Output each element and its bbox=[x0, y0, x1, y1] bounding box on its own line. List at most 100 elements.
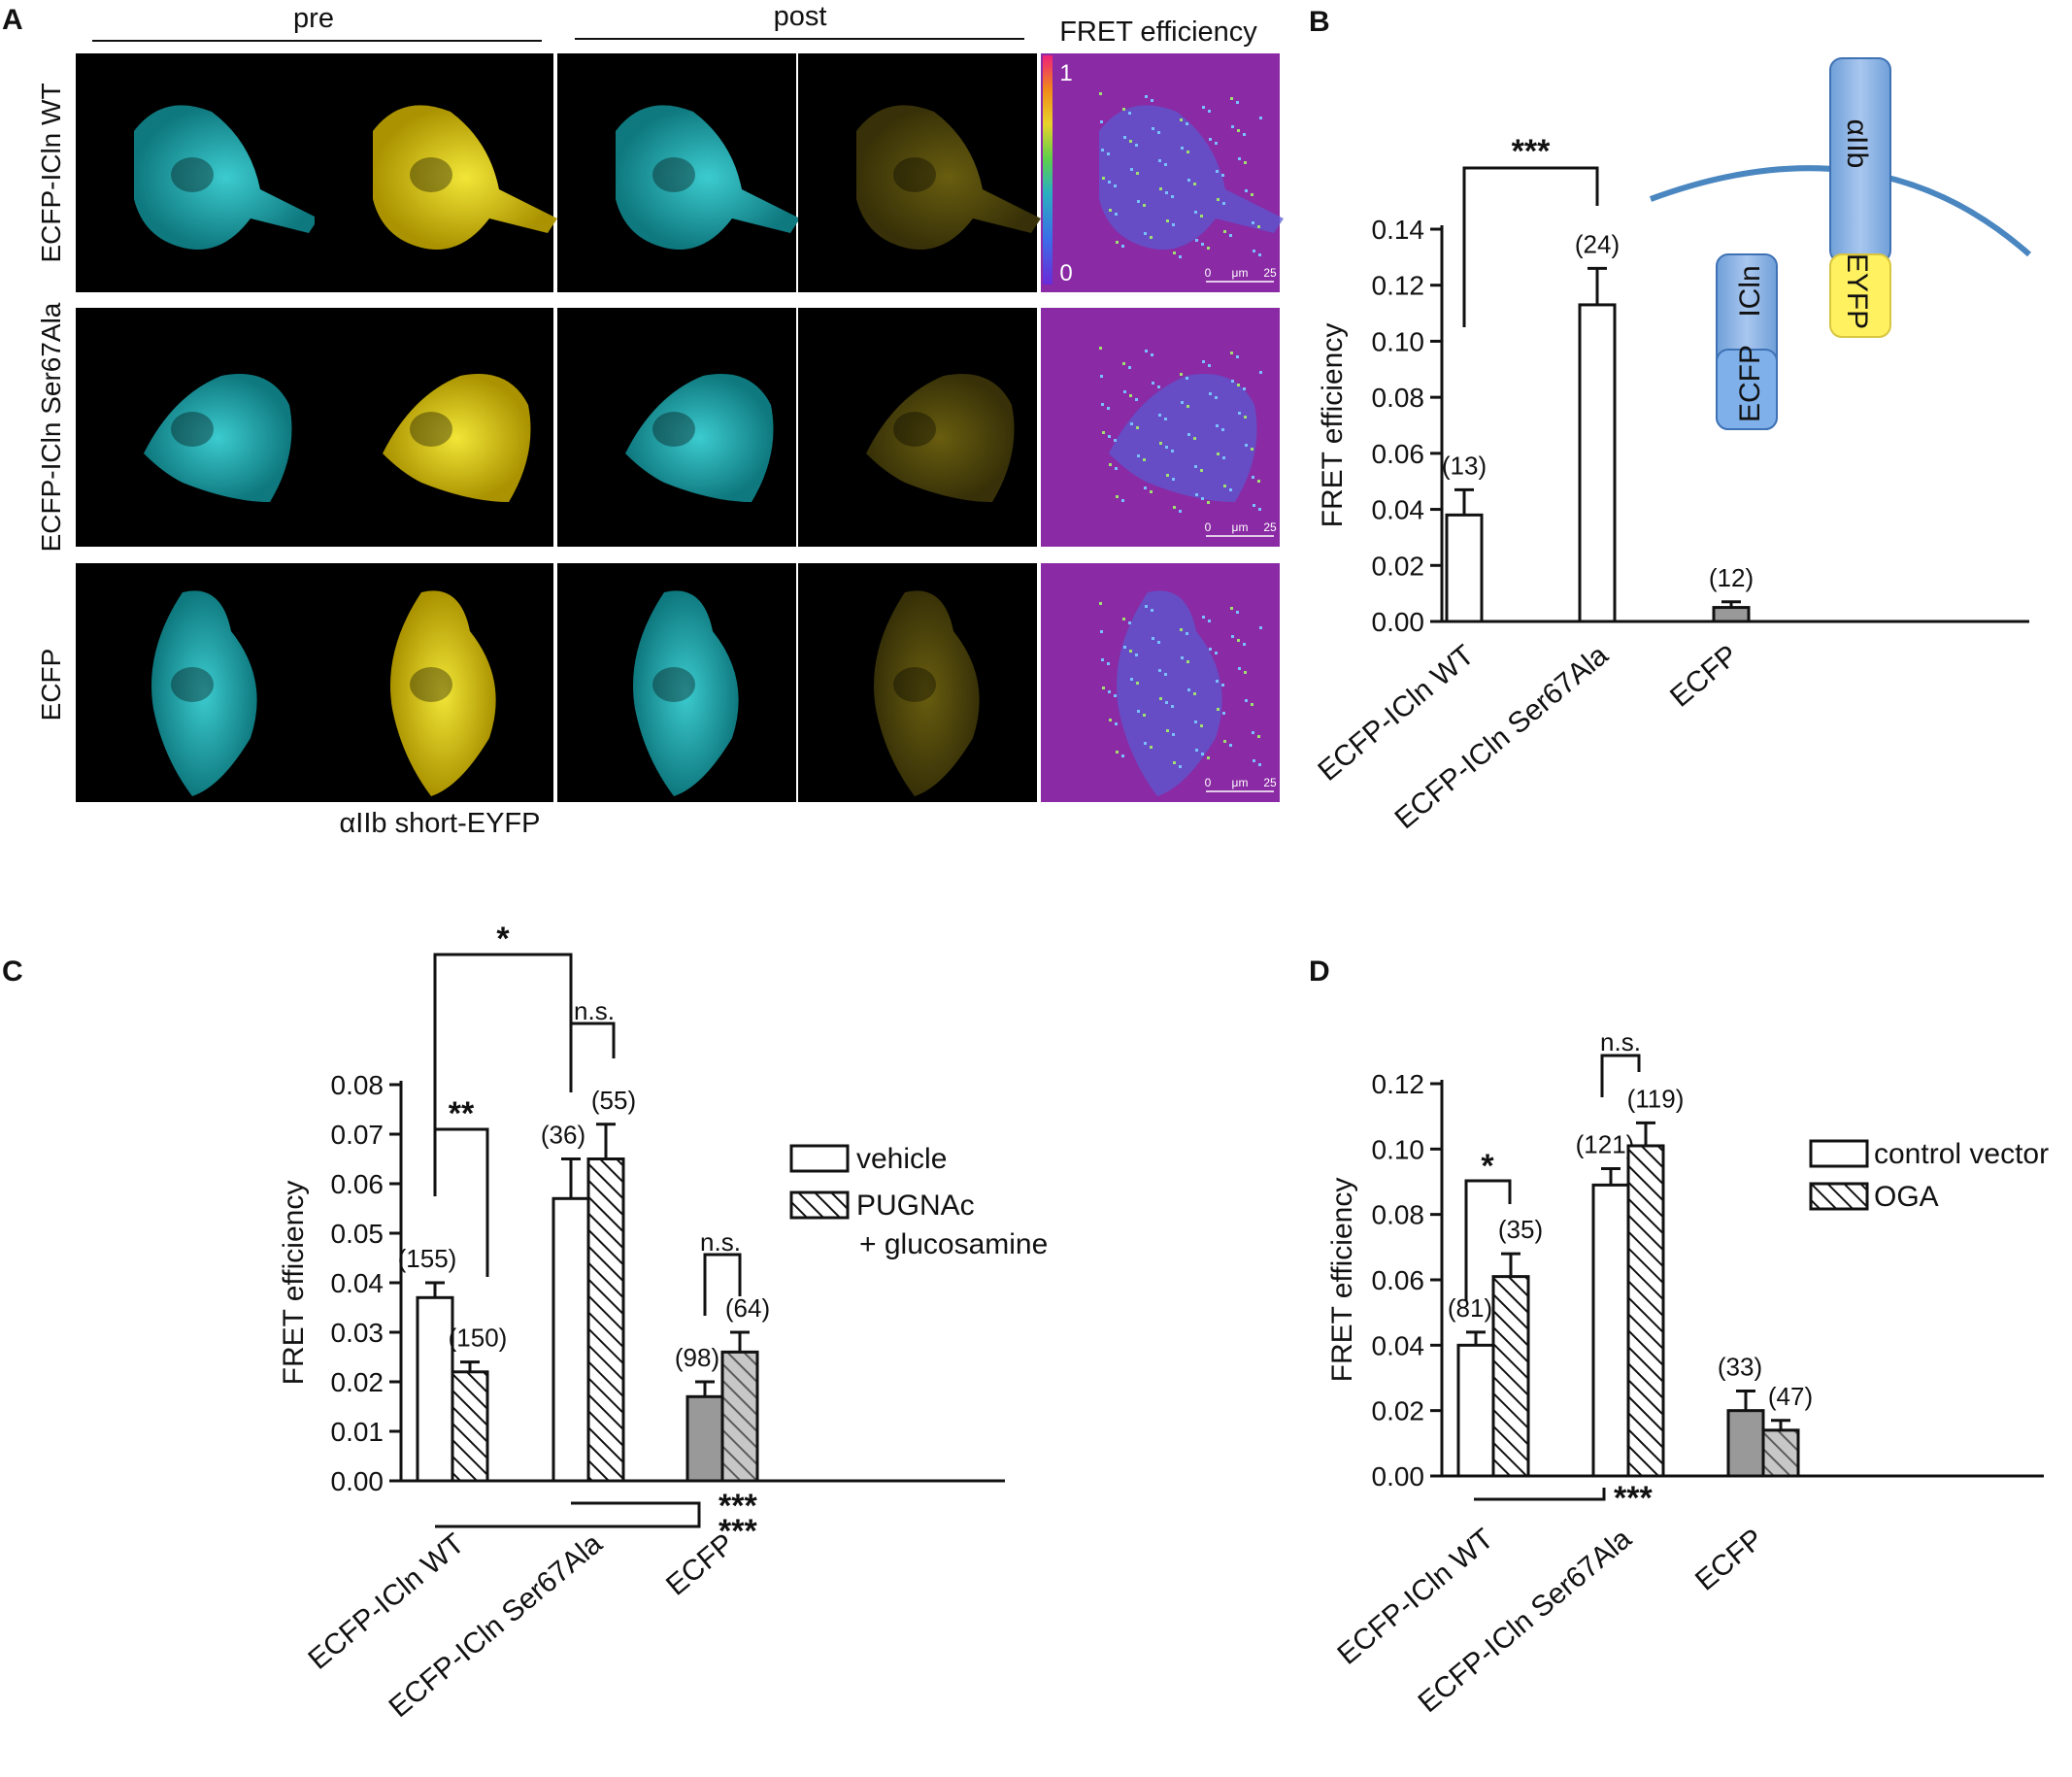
fret-speckle bbox=[1116, 241, 1119, 244]
fret-speckle bbox=[1253, 504, 1255, 507]
y-tick-label: 0.05 bbox=[331, 1219, 384, 1249]
n-label: (121) bbox=[1576, 1130, 1635, 1159]
fret-speckle bbox=[1159, 442, 1162, 445]
fret-speckle bbox=[1253, 250, 1255, 252]
bar-hatch-overlay bbox=[720, 1350, 759, 1483]
fret-speckle bbox=[1157, 386, 1160, 388]
fret-speckle bbox=[1179, 255, 1182, 258]
scale-bar-unit: μm bbox=[1232, 776, 1249, 789]
n-label: (12) bbox=[1709, 563, 1754, 592]
fret-speckle bbox=[1129, 394, 1132, 397]
fret-speckle bbox=[1107, 152, 1110, 155]
scale-bar-zero: 0 bbox=[1205, 776, 1212, 789]
fret-speckle bbox=[1109, 209, 1112, 212]
fret-speckle bbox=[1230, 97, 1233, 100]
fret-speckle bbox=[1151, 353, 1153, 356]
fret-speckle bbox=[1135, 398, 1138, 401]
panel-label-d: D bbox=[1309, 956, 1330, 988]
fret-speckle bbox=[1179, 510, 1182, 513]
y-axis-label: FRET efficiency bbox=[278, 1181, 310, 1386]
fret-speckle bbox=[1223, 740, 1226, 743]
bar-hatch-overlay bbox=[1761, 1428, 1800, 1478]
fret-speckle bbox=[1216, 680, 1219, 683]
fret-speckle bbox=[1257, 225, 1260, 228]
fret-speckle bbox=[1166, 474, 1169, 477]
fret-speckle bbox=[1236, 611, 1239, 614]
nucleus bbox=[893, 667, 936, 702]
fret-speckle bbox=[1223, 485, 1226, 487]
fret-speckle bbox=[1237, 639, 1240, 642]
n-label: (119) bbox=[1627, 1084, 1685, 1113]
y-axis-label: FRET efficiency bbox=[1326, 1178, 1358, 1383]
fret-speckle bbox=[1099, 347, 1102, 350]
micrograph-r2-c3 bbox=[557, 308, 796, 547]
fret-speckle bbox=[1186, 122, 1188, 125]
fret-speckle bbox=[1186, 405, 1189, 408]
y-axis-label: FRET efficiency bbox=[1317, 323, 1349, 528]
fret-speckle bbox=[1258, 763, 1261, 766]
fret-speckle bbox=[1137, 710, 1140, 713]
fret-speckle bbox=[1108, 181, 1111, 184]
significance-label: *** bbox=[1512, 133, 1551, 170]
fret-speckle bbox=[1200, 724, 1203, 727]
fret-speckle bbox=[1216, 170, 1219, 173]
cell-shape bbox=[1117, 590, 1222, 796]
fret-speckle bbox=[1229, 488, 1232, 491]
fret-speckle bbox=[1116, 495, 1119, 498]
fret-speckle bbox=[1135, 654, 1138, 656]
bar bbox=[586, 1157, 625, 1483]
row-label-ecfp: ECFP bbox=[36, 649, 66, 721]
y-tick-label: 0.12 bbox=[1372, 1069, 1425, 1099]
fret-speckle bbox=[1202, 616, 1205, 619]
fret-speckle bbox=[1221, 428, 1224, 431]
fret-speckle bbox=[1123, 390, 1126, 393]
sig-bottom-1: *** bbox=[719, 1488, 757, 1525]
micrograph-r2-c4 bbox=[798, 308, 1037, 547]
fret-speckle bbox=[1114, 184, 1117, 187]
fret-speckle bbox=[1173, 761, 1176, 764]
fret-speckle bbox=[1128, 366, 1131, 369]
fret-speckle bbox=[1252, 731, 1254, 734]
fret-speckle bbox=[1207, 501, 1210, 504]
fret-speckle bbox=[1102, 687, 1105, 689]
fret-speckle bbox=[1186, 660, 1189, 663]
fret-speckle bbox=[1181, 401, 1184, 404]
fret-speckle bbox=[1145, 605, 1148, 608]
fret-speckle bbox=[1101, 149, 1104, 151]
fret-speckle bbox=[1129, 650, 1132, 653]
fret-speckle bbox=[1150, 746, 1153, 749]
fret-speckle bbox=[1236, 355, 1239, 358]
fret-speckle bbox=[1222, 202, 1225, 205]
fret-speckle bbox=[1143, 204, 1146, 207]
cell-shape bbox=[1099, 105, 1284, 250]
fret-speckle bbox=[1179, 765, 1182, 768]
fret-speckle bbox=[1100, 375, 1103, 378]
cell-shape bbox=[866, 374, 1015, 502]
fret-speckle bbox=[1257, 735, 1260, 738]
nucleus bbox=[171, 412, 214, 447]
fret-speckle bbox=[1136, 682, 1139, 685]
category-label: ECFP bbox=[1689, 1523, 1770, 1597]
fret-speckle bbox=[1186, 377, 1188, 380]
y-tick-label: 0.04 bbox=[1372, 1330, 1425, 1360]
fret-speckle bbox=[1209, 392, 1212, 395]
fret-speckle bbox=[1144, 742, 1147, 745]
micrograph-r1-c5: 0 μm 25 1 0 bbox=[1041, 53, 1284, 292]
y-tick-label: 0.14 bbox=[1372, 215, 1425, 245]
fret-speckle bbox=[1152, 127, 1154, 130]
fret-speckle bbox=[1164, 163, 1167, 166]
fret-speckle bbox=[1145, 95, 1148, 98]
fret-speckle bbox=[1136, 426, 1139, 429]
micrograph-r2-c1 bbox=[76, 308, 315, 547]
n-label: (47) bbox=[1768, 1382, 1813, 1411]
fret-speckle bbox=[1130, 422, 1133, 425]
fret-speckle bbox=[1158, 669, 1161, 672]
fret-speckle bbox=[1157, 641, 1160, 644]
fret-speckle bbox=[1143, 458, 1146, 461]
fret-speckle bbox=[1187, 179, 1190, 182]
sig-wt: ** bbox=[449, 1095, 475, 1132]
colorbar-min: 0 bbox=[1059, 260, 1072, 286]
fret-speckle bbox=[1172, 478, 1175, 481]
fret-speckle bbox=[1194, 721, 1197, 723]
